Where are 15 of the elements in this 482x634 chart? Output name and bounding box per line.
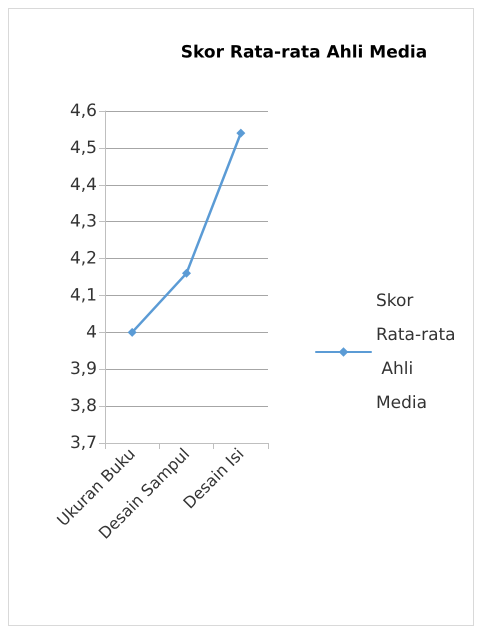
y-tick-label: 3,7 xyxy=(70,433,97,453)
legend-label: Skor Rata-rata Ahli Media xyxy=(376,291,456,413)
point xyxy=(236,128,246,138)
point xyxy=(182,268,191,278)
text: Skor Rata-rata Ahli Media xyxy=(180,42,428,62)
y-tick-label: 4,6 xyxy=(70,101,97,121)
y-tick-label: 4 xyxy=(86,322,97,342)
y-tick-label: 4,1 xyxy=(70,285,97,306)
y-tick-label: 3,8 xyxy=(70,396,97,416)
y-tick-label: 4,3 xyxy=(70,212,97,232)
y-tick-label: 4,4 xyxy=(70,174,97,195)
y-tick-label: 3,9 xyxy=(70,359,97,380)
y-tick-label: 4,5 xyxy=(70,138,97,158)
y-tick-label: 4,2 xyxy=(70,248,97,269)
point xyxy=(128,328,137,337)
